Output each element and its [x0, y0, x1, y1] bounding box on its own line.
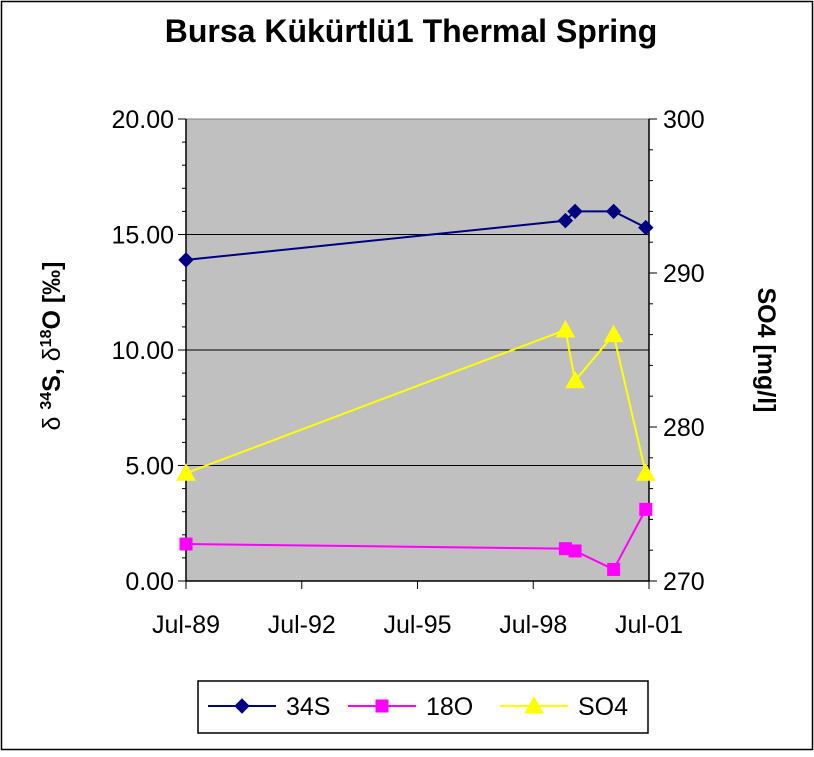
x-tick-label: Jul-95 — [383, 611, 451, 639]
x-tick-label: Jul-89 — [152, 611, 220, 639]
y-left-tick-label: 5.00 — [125, 453, 174, 481]
series-layer — [176, 203, 656, 576]
data-point-SO4 — [603, 324, 624, 343]
series-SO4 — [176, 319, 656, 481]
y-right-tick-label: 280 — [663, 414, 705, 442]
data-point-34S — [605, 203, 622, 220]
y-right-tick-label: 270 — [663, 568, 705, 596]
legend: 34S 18O SO4 — [197, 680, 649, 734]
gridlines — [186, 234, 649, 466]
y-right-tick-label: 300 — [663, 106, 705, 134]
y-left-tick-label: 20.00 — [111, 106, 174, 134]
y-left-tick-label: 10.00 — [111, 337, 174, 365]
data-point-SO4 — [565, 370, 585, 389]
y-left-tick-label: 15.00 — [111, 222, 174, 250]
y-left-tick-label: 0.00 — [125, 568, 174, 596]
data-point-18O — [179, 537, 193, 551]
x-tick-label: Jul-01 — [615, 611, 683, 639]
legend-marker-18O — [375, 699, 389, 713]
y-axis-right-title: SO4 [mg/l] — [752, 287, 780, 412]
data-point-SO4 — [635, 463, 656, 481]
data-point-SO4 — [555, 319, 576, 338]
data-point-SO4 — [176, 463, 196, 481]
data-point-18O — [607, 562, 621, 576]
legend-marker-34S — [234, 698, 250, 714]
y-right-tick-label: 290 — [663, 260, 705, 288]
legend-label-SO4: SO4 — [578, 693, 628, 721]
data-point-34S — [638, 219, 654, 236]
data-point-18O — [568, 544, 582, 558]
data-point-34S — [557, 212, 574, 229]
data-point-18O — [639, 502, 653, 516]
data-point-34S — [178, 252, 194, 268]
x-tick-label: Jul-98 — [499, 611, 567, 639]
series-18O — [179, 502, 653, 576]
legend-label-34S: 34S — [286, 693, 330, 721]
x-tick-label: Jul-92 — [268, 611, 336, 639]
series-34S — [178, 203, 654, 268]
y-axis-left-title: δ 34S, δ18O [‰] — [38, 261, 66, 430]
legend-label-18O: 18O — [426, 693, 473, 721]
legend-marker-SO4 — [524, 695, 544, 714]
data-point-34S — [567, 203, 583, 220]
chart-title: Bursa Kükürtlü1 Thermal Spring — [165, 13, 658, 49]
